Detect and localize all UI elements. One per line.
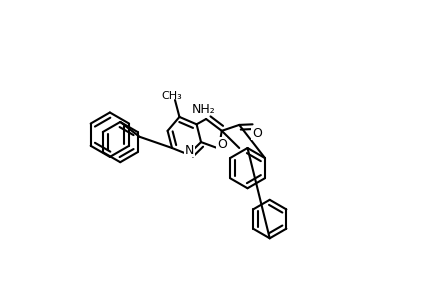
- Text: NH₂: NH₂: [192, 103, 216, 116]
- Text: N: N: [185, 144, 195, 157]
- Text: CH₃: CH₃: [162, 91, 182, 101]
- Text: O: O: [217, 138, 227, 151]
- Text: O: O: [252, 127, 262, 140]
